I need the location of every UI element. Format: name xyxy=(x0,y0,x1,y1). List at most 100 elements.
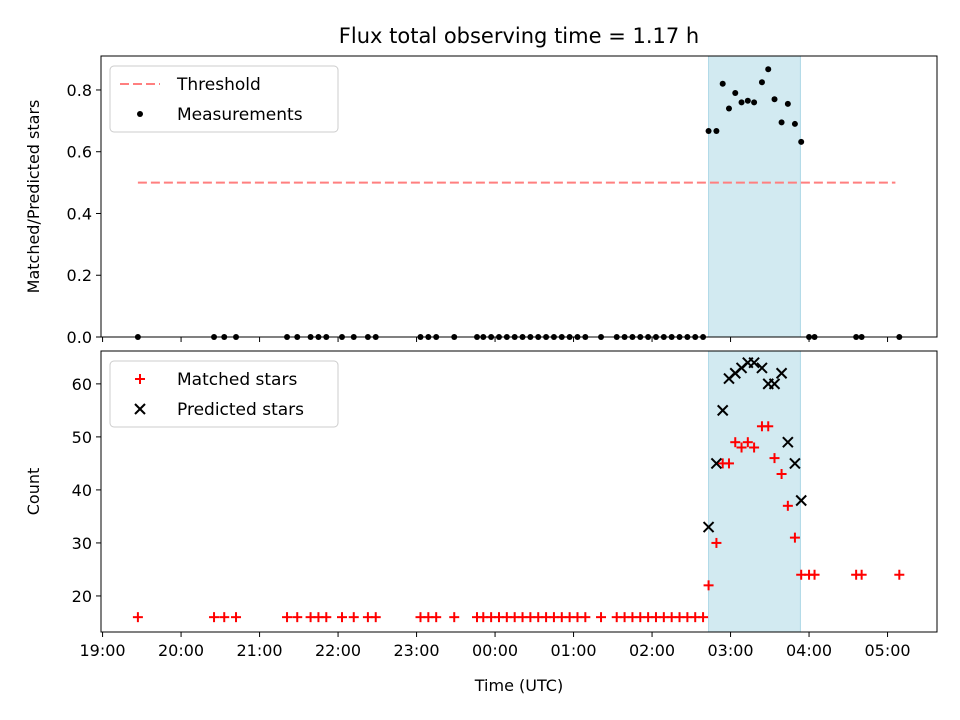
matched-star-point xyxy=(789,532,800,543)
predicted-star-point xyxy=(748,356,760,369)
ratio-y-axis-label: Matched/Predicted stars xyxy=(24,100,43,294)
matched-star-point xyxy=(292,612,303,623)
matched-star-point xyxy=(348,612,359,623)
measurement-point xyxy=(744,97,751,104)
count-panel: 19:00 20:00 21:00 22:00 23:00 00:00 01:00 02:00… xyxy=(24,350,938,695)
x-tick-label: 22:00 xyxy=(315,641,361,660)
count-panel-frame xyxy=(100,350,938,633)
matched-star-point xyxy=(580,612,591,623)
matched-star-point xyxy=(736,442,747,453)
legend-matched-swatch xyxy=(135,374,145,384)
x-tick-label: 05:00 xyxy=(864,641,910,660)
x-tick-label: 01:00 xyxy=(551,641,597,660)
measurement-point xyxy=(758,79,765,86)
measurement-point xyxy=(719,80,726,87)
ratio-legend-box xyxy=(109,65,339,133)
predicted-x-b xyxy=(789,457,801,470)
predicted-star-point xyxy=(775,367,788,379)
measurement-point xyxy=(705,128,712,135)
legend-matched-label: Matched stars xyxy=(177,370,297,390)
ratio-panel: 0.00.20.40.60.8 Matched/Predicted stars … xyxy=(24,55,938,347)
predicted-star-point xyxy=(710,457,723,470)
x-tick-label: 03:00 xyxy=(707,641,753,660)
ratio-y-tick-label: 0.4 xyxy=(67,204,92,223)
matched-star-point xyxy=(742,437,753,448)
matched-star-point xyxy=(336,612,347,623)
matched-star-point xyxy=(703,580,714,591)
measurement-point xyxy=(765,66,772,73)
matched-star-point xyxy=(723,458,734,469)
x-tick-label: 19:00 xyxy=(80,641,126,660)
measurement-point xyxy=(738,99,745,106)
matched-star-point xyxy=(132,612,143,623)
matched-star-point xyxy=(370,612,381,623)
count-y-tick-label: 50 xyxy=(72,428,92,447)
predicted-star-point xyxy=(756,362,768,374)
x-tick-label: 00:00 xyxy=(472,641,518,660)
matched-star-point xyxy=(782,500,793,511)
predicted-star-point xyxy=(702,521,715,533)
matched-star-point xyxy=(809,569,820,580)
matched-star-point xyxy=(769,453,780,464)
count-points xyxy=(132,356,905,623)
predicted-star-point xyxy=(789,457,801,470)
matched-star-point xyxy=(449,612,460,623)
matched-star-point xyxy=(749,442,760,453)
matched-star-point xyxy=(776,469,787,480)
count-y-tick-label: 40 xyxy=(72,481,92,500)
count-y-tick-label: 30 xyxy=(72,534,92,553)
predicted-star-point xyxy=(795,494,807,507)
count-y-tick-label: 20 xyxy=(72,587,92,606)
count-legend-box xyxy=(109,360,339,428)
measurement-point xyxy=(791,120,798,127)
x-axis-label: Time (UTC) xyxy=(474,676,563,695)
ratio-axis-ticks: 0.0 0.2 0.4 0.6 0.8 xyxy=(67,81,889,347)
count-y-axis-label: Count xyxy=(24,468,43,516)
count-legend: Matched stars Predicted stars xyxy=(109,360,339,428)
x-tick-label: 21:00 xyxy=(237,641,283,660)
measurement-point xyxy=(732,90,739,97)
predicted-x-b xyxy=(716,404,729,417)
measurement-point xyxy=(751,99,758,106)
matched-star-point xyxy=(219,612,230,623)
chart-title: Flux total observing time = 1.17 h xyxy=(339,24,699,48)
count-axis-ticks: 19:00 20:00 21:00 22:00 23:00 00:00 01:00 02:00… xyxy=(72,375,911,660)
predicted-star-point xyxy=(768,378,781,390)
ratio-legend: Threshold Measurements xyxy=(109,65,339,133)
matched-star-point xyxy=(711,537,722,548)
predicted-x-b xyxy=(768,378,781,390)
x-tick-label: 02:00 xyxy=(629,641,675,660)
predicted-x-b xyxy=(702,521,715,533)
predicted-x-b xyxy=(710,457,723,470)
measurement-point xyxy=(713,128,720,135)
legend-measurements-label: Measurements xyxy=(177,105,303,125)
legend-x-b xyxy=(134,403,146,415)
matched-star-point xyxy=(282,612,293,623)
legend-predicted-label: Predicted stars xyxy=(177,400,304,420)
predicted-star-point xyxy=(716,404,729,417)
measurement-point xyxy=(771,96,778,103)
x-tick-label: 04:00 xyxy=(786,641,832,660)
matched-star-point xyxy=(730,437,741,448)
predicted-x-b xyxy=(782,436,794,448)
measurement-point xyxy=(778,119,785,126)
matched-star-point xyxy=(856,569,867,580)
matched-star-point xyxy=(763,421,774,432)
measurement-point xyxy=(784,100,791,107)
ratio-y-tick-label: 0.6 xyxy=(67,143,92,162)
ratio-y-tick-label: 0.0 xyxy=(67,328,92,347)
ratio-highlight-span xyxy=(708,55,801,338)
predicted-x-b xyxy=(748,356,760,369)
matched-star-point xyxy=(321,612,332,623)
measurement-point xyxy=(725,105,732,112)
matched-star-point xyxy=(231,612,242,623)
legend-measurements-swatch xyxy=(137,111,143,117)
measurement-point xyxy=(798,138,805,145)
legend-predicted-swatch xyxy=(134,403,146,415)
matched-star-point xyxy=(894,569,905,580)
x-tick-label: 20:00 xyxy=(158,641,204,660)
ratio-y-tick-label: 0.8 xyxy=(67,81,92,100)
legend-threshold-label: Threshold xyxy=(176,75,261,95)
predicted-x-b xyxy=(775,367,788,379)
